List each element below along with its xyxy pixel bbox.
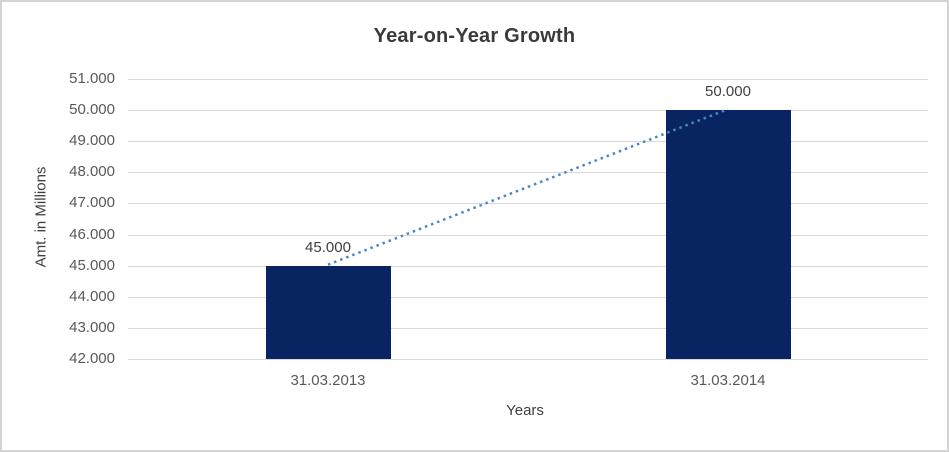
gridline: [128, 328, 928, 329]
gridline: [128, 110, 928, 111]
gridline: [128, 359, 928, 360]
gridline: [128, 141, 928, 142]
y-tick-label: 49.000: [69, 132, 115, 149]
gridline: [128, 79, 928, 80]
y-tick-label: 43.000: [69, 319, 115, 336]
x-axis-title: Years: [506, 402, 544, 419]
y-axis-title: Amt. in Millions: [32, 166, 50, 268]
bar-data-label: 45.000: [305, 238, 351, 256]
x-category-label: 31.03.2013: [290, 372, 366, 389]
gridline: [128, 203, 928, 204]
y-tick-label: 44.000: [69, 288, 115, 305]
gridline: [128, 266, 928, 267]
y-tick-label: 46.000: [69, 226, 115, 243]
bar: [265, 265, 391, 359]
y-tick-label: 51.000: [69, 70, 115, 87]
y-tick-label: 45.000: [69, 257, 115, 274]
bar: [665, 110, 791, 359]
bar-data-label: 50.000: [705, 83, 751, 101]
chart-title: Year-on-Year Growth: [373, 25, 576, 47]
gridline: [128, 297, 928, 298]
y-tick-label: 50.000: [69, 101, 115, 118]
gridline: [128, 235, 928, 236]
x-category-label: 31.03.2014: [690, 372, 766, 389]
y-tick-label: 48.000: [69, 163, 115, 180]
gridline: [128, 172, 928, 173]
y-tick-label: 42.000: [69, 350, 115, 367]
y-tick-label: 47.000: [69, 194, 115, 211]
